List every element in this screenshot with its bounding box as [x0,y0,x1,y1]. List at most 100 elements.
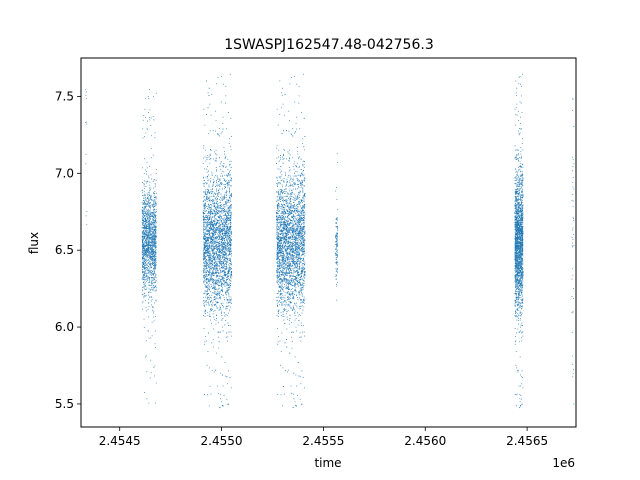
data-point [205,221,207,223]
data-point [214,266,216,267]
data-point [217,248,219,250]
data-point [149,217,151,219]
data-point [145,210,146,212]
data-point [206,217,208,219]
data-point [219,178,221,180]
data-point [144,194,146,196]
data-point [203,212,205,214]
data-point [220,172,222,174]
data-point [231,275,233,277]
data-point [146,213,148,215]
data-point [146,230,148,231]
data-point [215,208,217,210]
data-point [221,218,223,219]
data-point [203,224,205,226]
data-point [215,319,217,321]
data-point [227,302,229,304]
data-point [229,244,231,245]
data-point [225,293,227,295]
data-point [206,293,208,294]
data-point [212,242,213,243]
data-point [203,293,205,294]
data-point [229,251,231,253]
data-point [224,225,226,227]
data-point [223,246,225,248]
data-point [208,256,210,258]
data-point [216,229,218,231]
data-point [207,222,209,224]
data-point [223,253,225,255]
data-point [151,253,152,255]
data-point [216,249,218,251]
data-point [204,247,206,249]
data-point [216,222,218,223]
data-point [227,218,229,220]
data-point [144,273,145,274]
data-point [228,284,230,286]
data-point [146,244,148,246]
data-point [211,236,213,238]
data-point [222,235,224,237]
data-point [148,302,150,304]
data-point [154,222,156,224]
data-point [204,271,206,273]
data-point [221,183,223,185]
data-point [142,243,144,245]
data-point [222,233,224,235]
data-point [155,198,157,200]
data-point [216,196,217,198]
data-point [213,256,214,258]
data-point [217,203,218,205]
data-point [151,227,153,229]
data-point [142,210,144,211]
data-point [155,211,157,212]
data-point [225,254,227,256]
data-point [150,230,151,232]
data-point [142,236,144,238]
data-point [154,137,156,139]
data-point [228,267,230,269]
data-point [212,225,214,227]
data-point [149,260,150,262]
data-point [142,262,144,263]
data-point [204,310,206,312]
data-point [212,313,214,315]
data-point [149,217,150,218]
data-point [151,253,153,255]
data-point [155,259,157,261]
data-point [143,230,145,232]
data-point [145,239,146,241]
data-point [210,268,212,270]
data-point [220,76,222,77]
data-point [225,237,226,238]
data-point [209,313,211,315]
data-point [145,259,146,261]
data-point [143,183,145,185]
data-point [213,248,215,249]
data-point [228,209,230,211]
data-point [155,286,157,287]
data-point [214,258,215,260]
data-point [210,254,212,256]
data-point [153,242,154,244]
data-point [211,195,213,197]
data-point [212,212,214,214]
data-point [145,253,147,255]
data-point [225,308,227,310]
data-point [206,227,208,228]
data-point [221,220,222,221]
data-point [142,265,143,267]
data-point [216,281,218,283]
data-point [216,244,218,246]
data-point [229,258,231,260]
data-point [153,251,155,252]
data-point [217,192,219,194]
data-point [208,267,210,268]
data-point [204,292,206,294]
data-point [216,267,218,269]
data-point [209,103,211,105]
data-point [204,343,205,345]
data-point [206,267,208,268]
data-point [214,284,216,286]
data-point [225,279,227,280]
